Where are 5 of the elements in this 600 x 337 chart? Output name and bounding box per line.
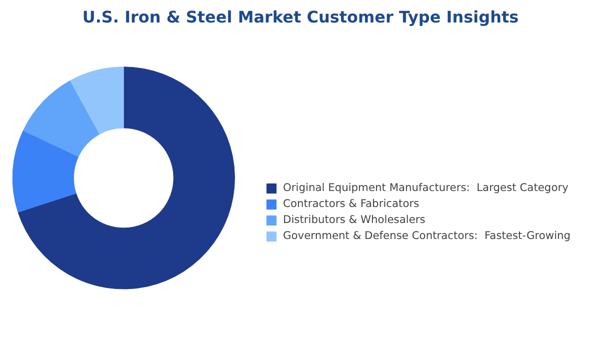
legend-label: Original Equipment Manufacturers: Largest Category xyxy=(283,181,568,194)
legend-label: Government & Defense Contractors: Fastest-Growing xyxy=(283,229,571,242)
legend-label: Contractors & Fabricators xyxy=(283,197,420,210)
chart-title: U.S. Iron & Steel Market Customer Type Insights xyxy=(82,8,519,26)
legend-label: Distributors & Wholesalers xyxy=(283,213,426,226)
